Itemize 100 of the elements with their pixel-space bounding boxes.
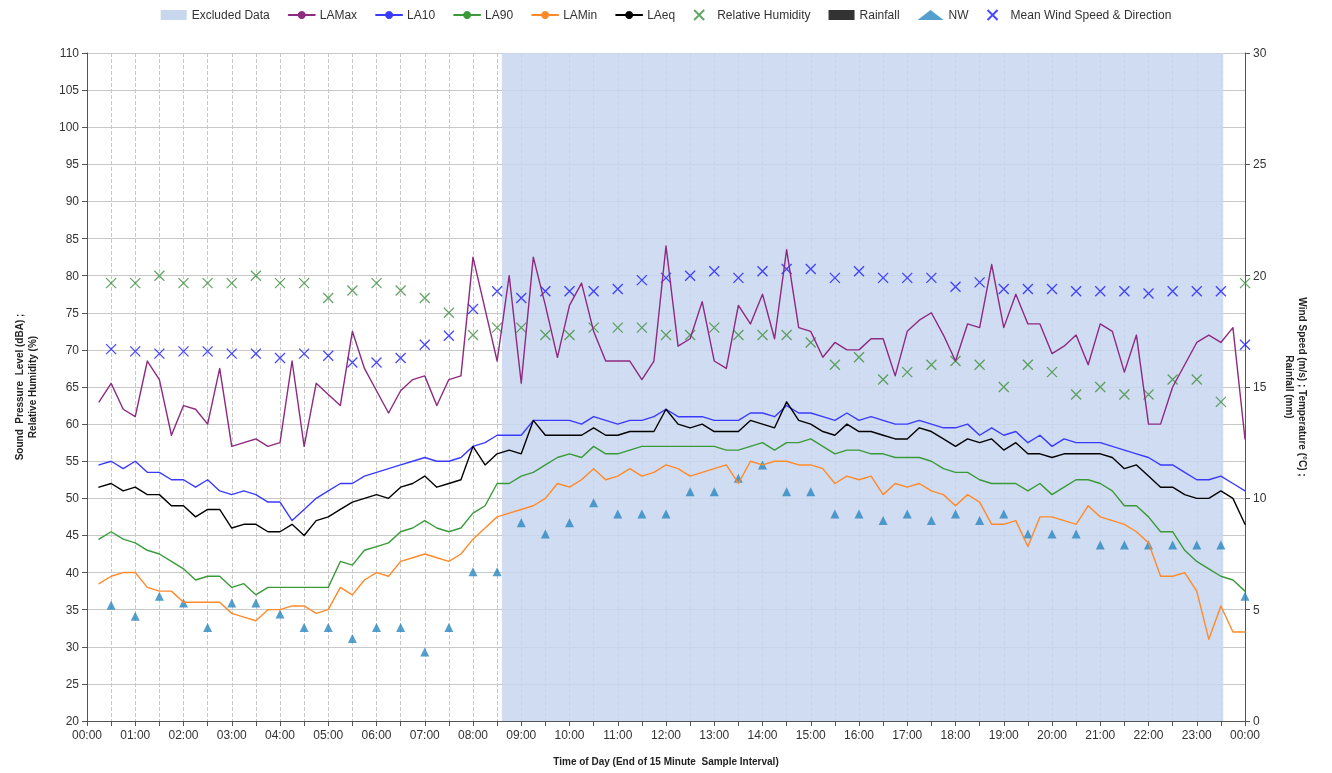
- point: [1142, 287, 1155, 300]
- point: [926, 516, 936, 526]
- point: [467, 329, 479, 341]
- point: [203, 622, 213, 632]
- point: [153, 347, 166, 360]
- point: [685, 487, 695, 497]
- point: [394, 284, 407, 297]
- point: [274, 352, 286, 364]
- x-tick-label: 02:00: [168, 728, 199, 742]
- point: [443, 330, 455, 342]
- y-axis-title: Sound Pressure Level (dBA) ; Relative Humidity (%): [14, 313, 38, 461]
- point: [515, 292, 527, 304]
- y-tick-label: 65: [65, 380, 80, 394]
- point: [394, 352, 407, 364]
- point: [925, 359, 938, 371]
- legend-label: LAMax: [319, 8, 358, 22]
- y2-tick-label: 15: [1253, 380, 1267, 394]
- y-tick-label: 90: [65, 194, 80, 209]
- y2-tick-label: 10: [1253, 491, 1267, 506]
- point: [1022, 283, 1034, 295]
- legend-label: Rainfall: [859, 8, 900, 22]
- point: [587, 285, 600, 297]
- point: [226, 277, 238, 289]
- point: [901, 272, 913, 284]
- y-tick-label: 80: [65, 268, 80, 283]
- point: [1192, 540, 1202, 550]
- point: [805, 263, 817, 275]
- point: [925, 272, 938, 284]
- point: [684, 270, 696, 282]
- y-tick-label: 20: [65, 714, 80, 728]
- point: [539, 285, 552, 297]
- point: [129, 345, 141, 358]
- point: [1094, 381, 1106, 393]
- x-tick-label: 01:00: [120, 728, 151, 742]
- point: [780, 329, 793, 341]
- point: [468, 567, 478, 577]
- legend-label: Mean Wind Speed & Direction: [1010, 8, 1172, 22]
- point: [756, 265, 769, 277]
- point: [1142, 388, 1155, 401]
- x-tick-label: 03:00: [216, 728, 248, 742]
- point: [177, 345, 190, 358]
- point: [1239, 277, 1251, 289]
- point: [877, 272, 889, 284]
- point: [346, 356, 359, 369]
- point: [782, 487, 792, 497]
- point: [612, 321, 624, 334]
- x-tick-label: 15:00: [795, 728, 827, 742]
- point: [684, 329, 696, 341]
- point: [1070, 285, 1082, 297]
- point: [1166, 373, 1179, 386]
- point: [660, 272, 672, 284]
- point: [1216, 540, 1226, 550]
- x-tick-label: 06:00: [361, 728, 392, 742]
- point: [106, 600, 116, 610]
- x-tick-label: 23:00: [1181, 728, 1213, 742]
- point: [298, 277, 310, 289]
- point: [539, 329, 552, 341]
- point: [660, 329, 672, 341]
- point: [1022, 359, 1034, 371]
- point: [1095, 540, 1105, 550]
- y-tick-label: 35: [65, 602, 80, 617]
- point: [587, 321, 600, 334]
- x-tick-label: 18:00: [940, 728, 971, 742]
- x-tick-label: 04:00: [264, 728, 296, 742]
- point: [515, 321, 527, 334]
- point: [636, 274, 648, 286]
- legend-label: LA90: [485, 8, 514, 22]
- point: [877, 373, 889, 386]
- point: [491, 285, 503, 297]
- y-tick-label: 50: [65, 491, 80, 506]
- legend-label: Relative Humidity: [717, 8, 811, 22]
- y2-tick-label: 20: [1253, 268, 1267, 283]
- point: [298, 347, 310, 360]
- point: [636, 321, 648, 334]
- point: [419, 292, 431, 304]
- y-tick-label: 105: [58, 83, 80, 98]
- point: [949, 281, 962, 293]
- y2-tick-label: 30: [1253, 46, 1267, 60]
- point: [612, 283, 624, 295]
- point: [443, 307, 455, 319]
- point: [708, 265, 720, 277]
- y-tick-label: 25: [65, 676, 80, 691]
- legend-label: LAMin: [563, 8, 598, 22]
- point: [949, 355, 962, 367]
- point: [1239, 339, 1251, 351]
- x-axis-title: Time of Day (End of 15 Minute Sample Interval): [553, 756, 779, 767]
- line-series: [98, 245, 1246, 448]
- x-tick-label: 05:00: [313, 728, 344, 742]
- point: [1240, 591, 1250, 601]
- x-tick-label: 00:00: [71, 728, 103, 742]
- x-tick-label: 12:00: [650, 728, 682, 742]
- y-tick-label: 95: [65, 157, 80, 172]
- y-tick-label: 60: [65, 417, 80, 432]
- point: [829, 359, 841, 371]
- point: [1118, 285, 1131, 297]
- point: [153, 270, 166, 282]
- x-tick-label: 13:00: [699, 728, 730, 742]
- point: [105, 277, 117, 289]
- point: [129, 277, 141, 289]
- x-tick-label: 16:00: [843, 728, 875, 742]
